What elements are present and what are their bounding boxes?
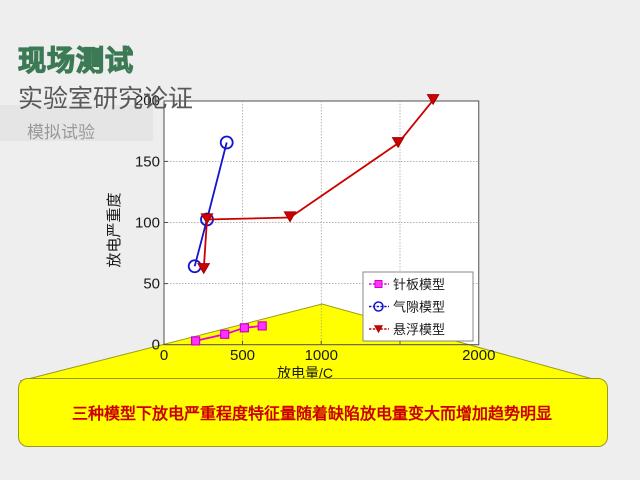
- svg-text:1000: 1000: [305, 347, 338, 364]
- svg-text:针板模型: 针板模型: [393, 277, 445, 292]
- svg-text:悬浮模型: 悬浮模型: [393, 322, 445, 337]
- svg-text:放电严重度: 放电严重度: [106, 192, 123, 267]
- svg-text:0: 0: [160, 347, 168, 364]
- svg-text:50: 50: [143, 276, 160, 293]
- svg-text:气隙模型: 气隙模型: [393, 300, 445, 315]
- svg-text:100: 100: [135, 215, 160, 232]
- svg-text:2000: 2000: [462, 347, 495, 364]
- svg-text:0: 0: [152, 337, 160, 354]
- svg-text:500: 500: [230, 347, 255, 364]
- svg-text:150: 150: [135, 153, 160, 170]
